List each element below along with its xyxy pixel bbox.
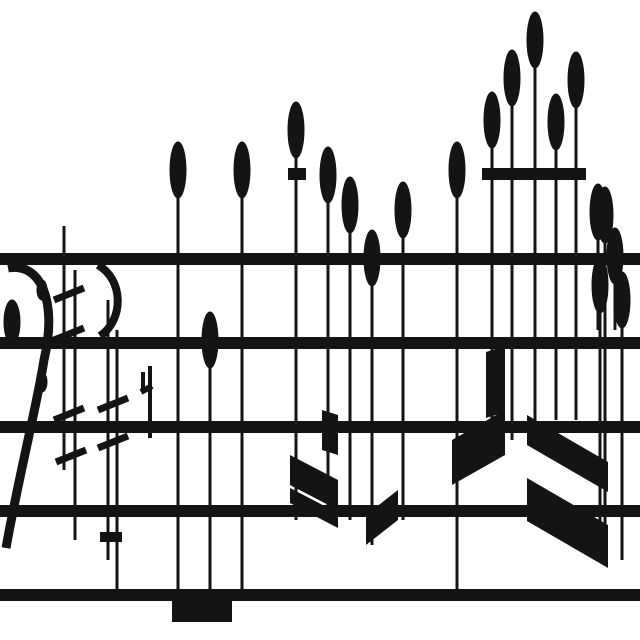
quarter-note-icon xyxy=(233,141,251,600)
note-head xyxy=(363,229,381,287)
beam-icon xyxy=(527,478,608,568)
staff-line-1 xyxy=(0,253,640,265)
quarter-note-icon xyxy=(341,176,359,520)
quarter-note-icon xyxy=(394,181,412,520)
note-head xyxy=(341,176,359,234)
note-head xyxy=(201,311,219,369)
note-head xyxy=(287,101,305,159)
quarter-note-icon xyxy=(169,141,187,600)
beam-icon xyxy=(452,410,505,485)
note-head xyxy=(567,51,585,109)
key-signature xyxy=(52,226,154,590)
staff-line-2 xyxy=(0,337,640,349)
note-head xyxy=(483,91,501,149)
note-head xyxy=(394,181,412,239)
beam-icon xyxy=(322,410,338,455)
note-head xyxy=(169,141,187,199)
note-head xyxy=(319,146,337,204)
note-head xyxy=(233,141,251,199)
quarter-note-icon xyxy=(596,186,614,560)
quarter-note-icon xyxy=(319,146,337,520)
note-head xyxy=(596,186,614,244)
beam-icon xyxy=(486,346,505,418)
beam-icon xyxy=(290,488,338,528)
beam-icon xyxy=(288,168,306,180)
quarter-note-icon xyxy=(448,141,466,590)
quarter-note-icon xyxy=(567,51,585,420)
quarter-note-icon xyxy=(613,271,631,560)
sharp-icon xyxy=(95,261,130,590)
quarter-note-icon xyxy=(363,229,381,545)
beam-icon xyxy=(527,415,608,492)
quarter-note-icon xyxy=(201,311,219,600)
note-head xyxy=(613,271,631,329)
quarter-note-icon xyxy=(526,11,544,440)
note-head xyxy=(503,49,521,107)
note-head xyxy=(547,93,565,151)
notes xyxy=(169,11,631,600)
staff-line-5 xyxy=(0,589,640,601)
quarter-note-icon xyxy=(287,101,305,520)
beam-icon xyxy=(482,168,586,180)
beam-icon xyxy=(290,455,338,510)
beam-icon xyxy=(366,490,398,545)
beams xyxy=(172,168,608,622)
bass-clef-icon xyxy=(1,262,54,549)
note-head xyxy=(526,11,544,69)
natural-icon xyxy=(139,366,154,438)
sharp-icon xyxy=(52,226,88,540)
beam-icon xyxy=(172,592,232,622)
quarter-note-icon xyxy=(503,49,521,440)
note-head xyxy=(448,141,466,199)
